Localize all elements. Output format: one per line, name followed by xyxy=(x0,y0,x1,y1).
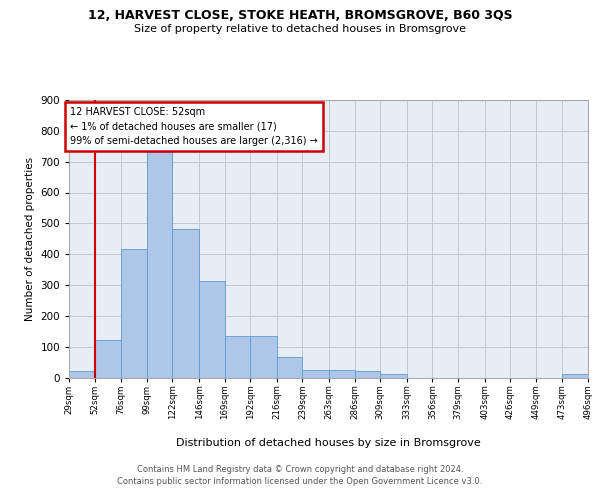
Bar xyxy=(95,340,121,378)
Bar xyxy=(302,370,329,378)
Y-axis label: Number of detached properties: Number of detached properties xyxy=(25,156,35,321)
Bar xyxy=(250,336,277,378)
Bar xyxy=(277,358,302,378)
Bar xyxy=(329,370,355,378)
Text: Size of property relative to detached houses in Bromsgrove: Size of property relative to detached ho… xyxy=(134,24,466,34)
Text: 12, HARVEST CLOSE, STOKE HEATH, BROMSGROVE, B60 3QS: 12, HARVEST CLOSE, STOKE HEATH, BROMSGRO… xyxy=(88,9,512,22)
Bar xyxy=(172,229,199,378)
Bar xyxy=(355,372,380,378)
Bar xyxy=(121,248,147,378)
Bar xyxy=(380,374,407,378)
Text: 12 HARVEST CLOSE: 52sqm
← 1% of detached houses are smaller (17)
99% of semi-det: 12 HARVEST CLOSE: 52sqm ← 1% of detached… xyxy=(70,107,318,146)
Bar xyxy=(199,280,224,378)
Bar xyxy=(224,336,250,378)
Bar xyxy=(69,372,95,378)
Bar xyxy=(562,374,588,378)
Text: Contains HM Land Registry data © Crown copyright and database right 2024.
Contai: Contains HM Land Registry data © Crown c… xyxy=(118,464,482,486)
Bar xyxy=(147,152,172,378)
Text: Distribution of detached houses by size in Bromsgrove: Distribution of detached houses by size … xyxy=(176,438,481,448)
